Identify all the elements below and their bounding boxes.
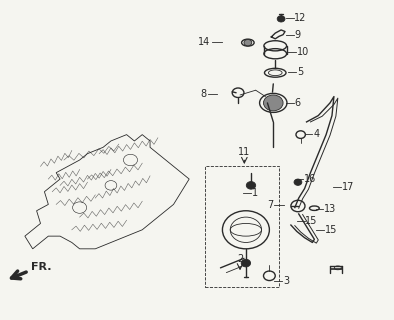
Text: 9: 9 — [294, 30, 301, 40]
Bar — [205, 166, 279, 287]
Text: 14: 14 — [199, 37, 211, 47]
Text: 16: 16 — [304, 174, 316, 184]
Text: 15: 15 — [325, 225, 337, 235]
Text: 2: 2 — [237, 254, 243, 264]
Text: 1: 1 — [252, 188, 258, 198]
Text: 6: 6 — [294, 98, 301, 108]
Text: 13: 13 — [324, 204, 336, 213]
Text: 4: 4 — [313, 129, 319, 139]
Circle shape — [277, 16, 285, 22]
Circle shape — [264, 95, 283, 111]
Text: 7: 7 — [267, 200, 273, 210]
Text: 10: 10 — [297, 47, 309, 57]
Circle shape — [241, 259, 251, 267]
Text: 12: 12 — [294, 13, 307, 23]
Text: 15: 15 — [305, 216, 318, 226]
Circle shape — [246, 181, 256, 189]
Text: FR.: FR. — [31, 262, 51, 272]
Text: 8: 8 — [200, 89, 206, 99]
Circle shape — [244, 39, 252, 46]
Text: 17: 17 — [342, 182, 354, 192]
Circle shape — [294, 179, 302, 185]
Text: 11: 11 — [238, 148, 251, 157]
Text: 3: 3 — [283, 276, 289, 286]
Text: 5: 5 — [297, 67, 303, 77]
